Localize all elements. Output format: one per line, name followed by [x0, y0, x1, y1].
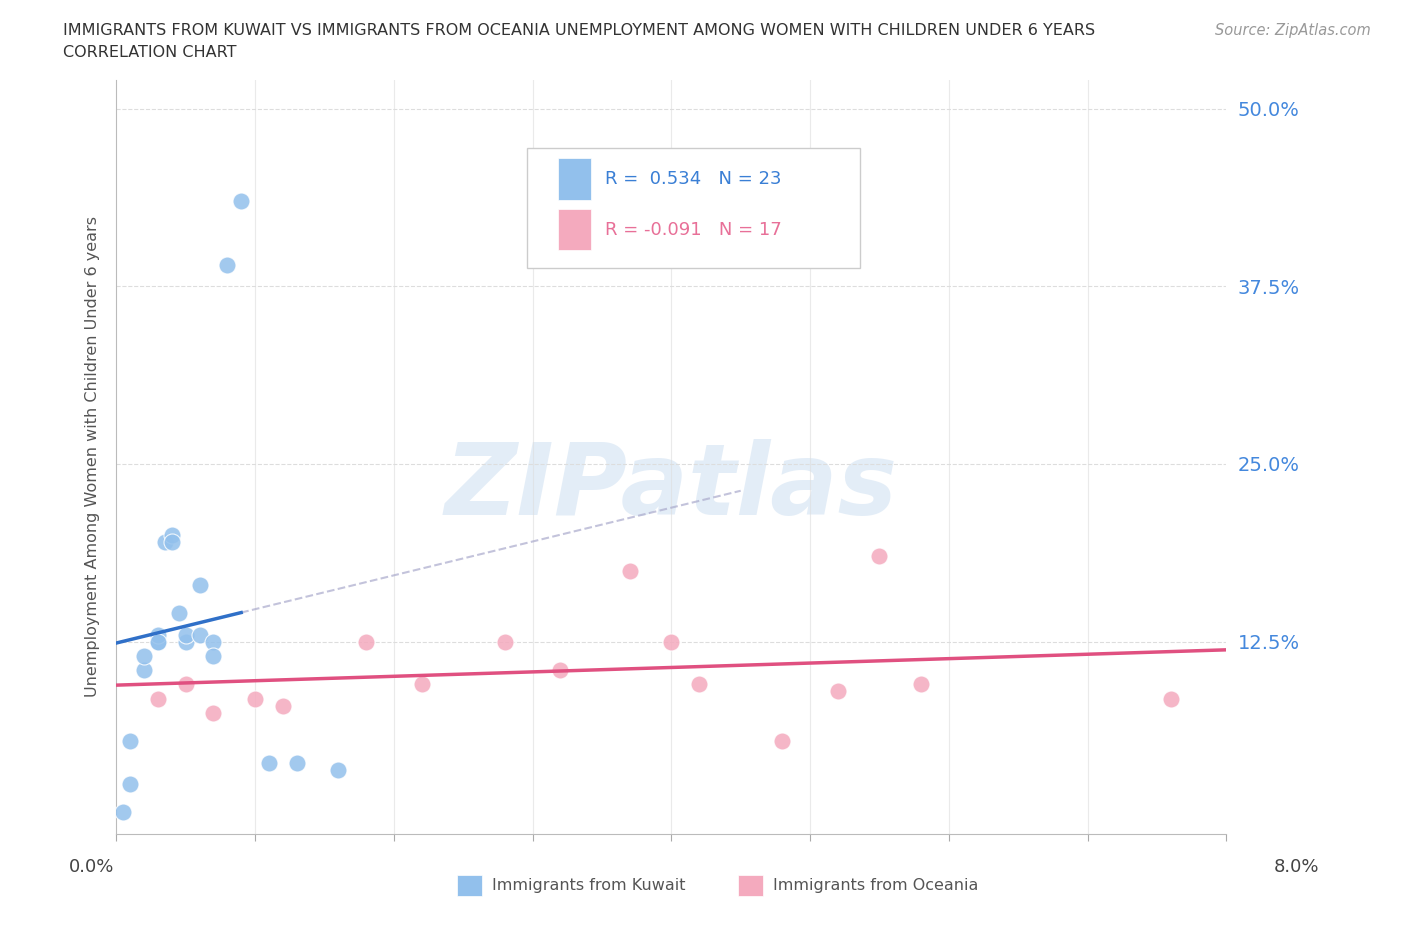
Point: [243, 691, 266, 706]
Text: IMMIGRANTS FROM KUWAIT VS IMMIGRANTS FROM OCEANIA UNEMPLOYMENT AMONG WOMEN WITH : IMMIGRANTS FROM KUWAIT VS IMMIGRANTS FRO…: [63, 23, 1095, 38]
Point: [202, 648, 225, 663]
Point: [688, 677, 710, 692]
Y-axis label: Unemployment Among Women with Children Under 6 years: Unemployment Among Women with Children U…: [86, 217, 100, 698]
Point: [411, 677, 433, 692]
Point: [354, 634, 377, 649]
Point: [271, 698, 294, 713]
Point: [160, 527, 183, 542]
FancyBboxPatch shape: [527, 148, 860, 269]
Point: [869, 549, 891, 564]
Point: [146, 627, 169, 642]
Point: [146, 634, 169, 649]
Point: [328, 763, 350, 777]
Point: [770, 734, 793, 749]
Point: [174, 634, 197, 649]
Point: [160, 535, 183, 550]
Text: ZIPatlas: ZIPatlas: [444, 439, 898, 536]
Point: [1160, 691, 1182, 706]
Point: [153, 535, 176, 550]
Point: [910, 677, 932, 692]
Point: [174, 677, 197, 692]
Point: [202, 634, 225, 649]
Point: [659, 634, 682, 649]
Text: 0.0%: 0.0%: [69, 857, 114, 876]
Point: [132, 663, 155, 678]
Point: [120, 777, 142, 791]
Point: [257, 755, 280, 770]
Point: [202, 705, 225, 720]
Bar: [558, 209, 592, 250]
Bar: [558, 158, 592, 200]
Point: [146, 634, 169, 649]
Text: CORRELATION CHART: CORRELATION CHART: [63, 45, 236, 60]
Point: [167, 605, 190, 620]
Point: [217, 258, 239, 272]
Text: 8.0%: 8.0%: [1274, 857, 1319, 876]
Point: [827, 684, 849, 699]
Text: Immigrants from Oceania: Immigrants from Oceania: [773, 878, 979, 893]
Text: Source: ZipAtlas.com: Source: ZipAtlas.com: [1215, 23, 1371, 38]
Point: [285, 755, 308, 770]
Point: [120, 734, 142, 749]
Point: [619, 564, 641, 578]
Point: [494, 634, 516, 649]
Point: [231, 193, 253, 208]
Text: R = -0.091   N = 17: R = -0.091 N = 17: [605, 220, 782, 239]
Point: [188, 627, 211, 642]
Point: [132, 648, 155, 663]
Point: [550, 663, 572, 678]
Text: Immigrants from Kuwait: Immigrants from Kuwait: [492, 878, 686, 893]
Point: [174, 627, 197, 642]
Point: [112, 804, 135, 819]
Text: R =  0.534   N = 23: R = 0.534 N = 23: [605, 170, 782, 188]
Point: [146, 691, 169, 706]
Point: [188, 578, 211, 592]
